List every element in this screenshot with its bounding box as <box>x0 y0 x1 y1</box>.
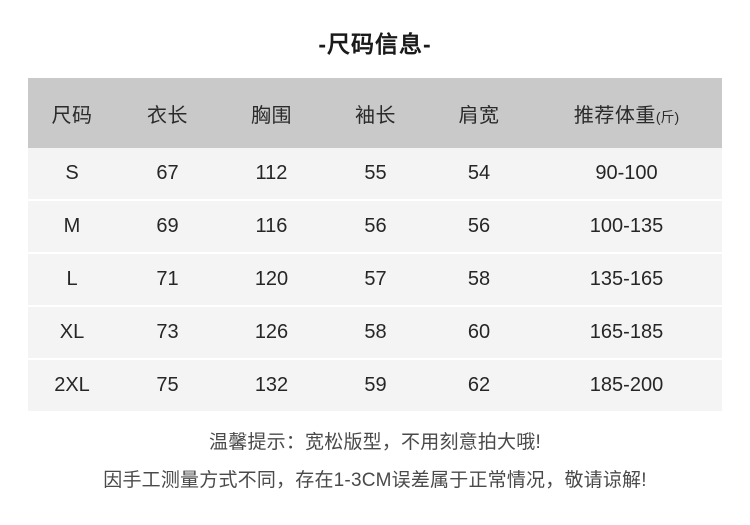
table-row: L 71 120 57 58 135-165 <box>28 253 722 306</box>
cell-sleeve: 55 <box>364 162 387 184</box>
cell-sleeve: 56 <box>364 215 387 237</box>
column-header-weight-label: 推荐体重 <box>573 104 656 127</box>
cell-bust: 120 <box>254 268 289 290</box>
cell-sleeve: 59 <box>364 374 387 396</box>
cell-bust: 112 <box>255 162 288 184</box>
note-measurement-tolerance: 因手工测量方式不同，存在1-3CM误差属于正常情况，敬请谅解! <box>103 470 647 491</box>
cell-length: 71 <box>156 268 179 290</box>
cell-size: L <box>66 268 78 290</box>
cell-length: 67 <box>156 162 179 184</box>
notes-section: 温馨提示：宽松版型，不用刻意拍大哦! 因手工测量方式不同，存在1-3CM误差属于… <box>0 424 750 500</box>
table-row: XL 73 126 58 60 165-185 <box>28 306 722 359</box>
cell-length: 73 <box>156 321 179 343</box>
column-header-size: 尺码 <box>28 78 116 148</box>
table-body: S 67 112 55 54 90-100 M 69 116 56 56 100… <box>28 148 722 411</box>
cell-shoulder: 62 <box>467 374 491 396</box>
column-header-sleeve: 袖长 <box>324 78 427 148</box>
cell-shoulder: 60 <box>467 321 491 343</box>
column-header-sleeve-label: 袖长 <box>355 104 396 127</box>
note-fit-reminder: 温馨提示：宽松版型，不用刻意拍大哦! <box>209 432 541 453</box>
cell-sleeve: 58 <box>364 321 387 343</box>
column-header-shoulder: 肩宽 <box>427 78 531 148</box>
size-information-table: 尺码 衣长 胸围 袖长 肩宽 推荐体重(斤) S 67 112 55 54 90… <box>28 78 722 411</box>
cell-size: S <box>65 162 79 184</box>
table-row: M 69 116 56 56 100-135 <box>28 200 722 253</box>
cell-weight: 185-200 <box>589 374 664 396</box>
cell-shoulder: 58 <box>467 268 491 290</box>
cell-size: XL <box>59 321 85 343</box>
table-header: 尺码 衣长 胸围 袖长 肩宽 推荐体重(斤) <box>28 78 722 148</box>
column-header-weight: 推荐体重(斤) <box>531 78 722 148</box>
column-header-length: 衣长 <box>116 78 219 148</box>
page-title: -尺码信息- <box>318 31 432 57</box>
cell-bust: 126 <box>254 321 289 343</box>
cell-length: 75 <box>156 374 179 396</box>
cell-sleeve: 57 <box>364 268 387 290</box>
table-row: 2XL 75 132 59 62 185-200 <box>28 359 722 411</box>
column-header-shoulder-label: 肩宽 <box>458 104 500 127</box>
cell-shoulder: 54 <box>467 162 491 184</box>
column-header-weight-unit: (斤) <box>655 108 680 125</box>
cell-length: 69 <box>156 215 179 237</box>
column-header-bust-label: 胸围 <box>251 104 292 127</box>
column-header-bust: 胸围 <box>219 78 324 148</box>
cell-bust: 132 <box>254 374 289 396</box>
column-header-size-label: 尺码 <box>51 104 93 127</box>
cell-weight: 165-185 <box>589 321 664 343</box>
cell-size: 2XL <box>54 374 90 396</box>
table-row: S 67 112 55 54 90-100 <box>28 148 722 200</box>
cell-weight: 100-135 <box>589 215 664 237</box>
table-header-row: 尺码 衣长 胸围 袖长 肩宽 推荐体重(斤) <box>28 78 722 148</box>
cell-weight: 90-100 <box>595 162 658 184</box>
cell-size: M <box>63 215 81 237</box>
column-header-length-label: 衣长 <box>147 104 188 127</box>
cell-weight: 135-165 <box>589 268 664 290</box>
cell-shoulder: 56 <box>467 215 491 237</box>
cell-bust: 116 <box>255 215 288 237</box>
